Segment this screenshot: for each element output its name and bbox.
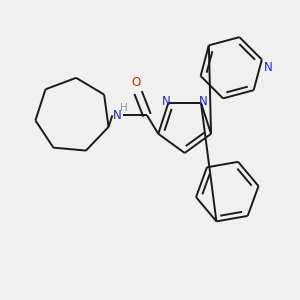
Text: O: O	[131, 76, 141, 89]
Text: H: H	[120, 103, 128, 113]
Text: N: N	[162, 95, 171, 108]
Text: N: N	[199, 95, 207, 108]
Text: N: N	[113, 109, 122, 122]
Text: N: N	[263, 61, 272, 74]
